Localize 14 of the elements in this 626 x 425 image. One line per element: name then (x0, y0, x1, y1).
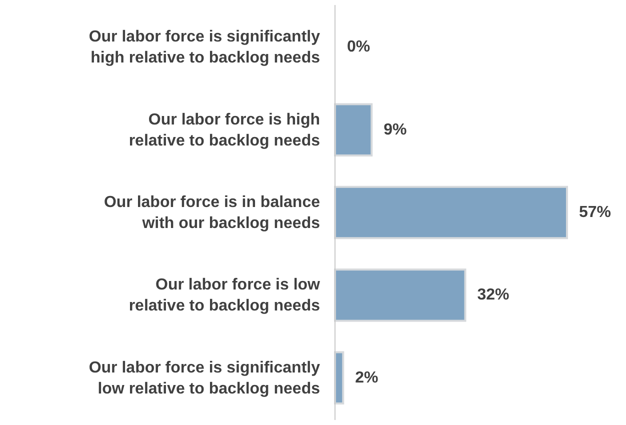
y-tick-label: Our labor force is significantly high relative to backlog needs (88, 28, 320, 66)
data-label: 57% (579, 204, 612, 221)
data-label: 32% (477, 286, 510, 304)
data-label: 0% (347, 38, 370, 56)
bar (334, 186, 568, 240)
y-tick-label: Our labor force is low relative to backlog needs (128, 276, 321, 314)
bar (334, 351, 344, 404)
bar (334, 103, 373, 156)
y-tick-label: Our labor force is in balance with our backlog needs (104, 194, 320, 232)
y-tick-label: Our labor force is significantly low relative to backlog needs (88, 358, 320, 397)
y-tick-label: Our labor force is high relative to backlog needs (128, 110, 320, 149)
data-label: 2% (355, 369, 378, 386)
data-label: 9% (384, 121, 407, 138)
bar (334, 268, 466, 322)
